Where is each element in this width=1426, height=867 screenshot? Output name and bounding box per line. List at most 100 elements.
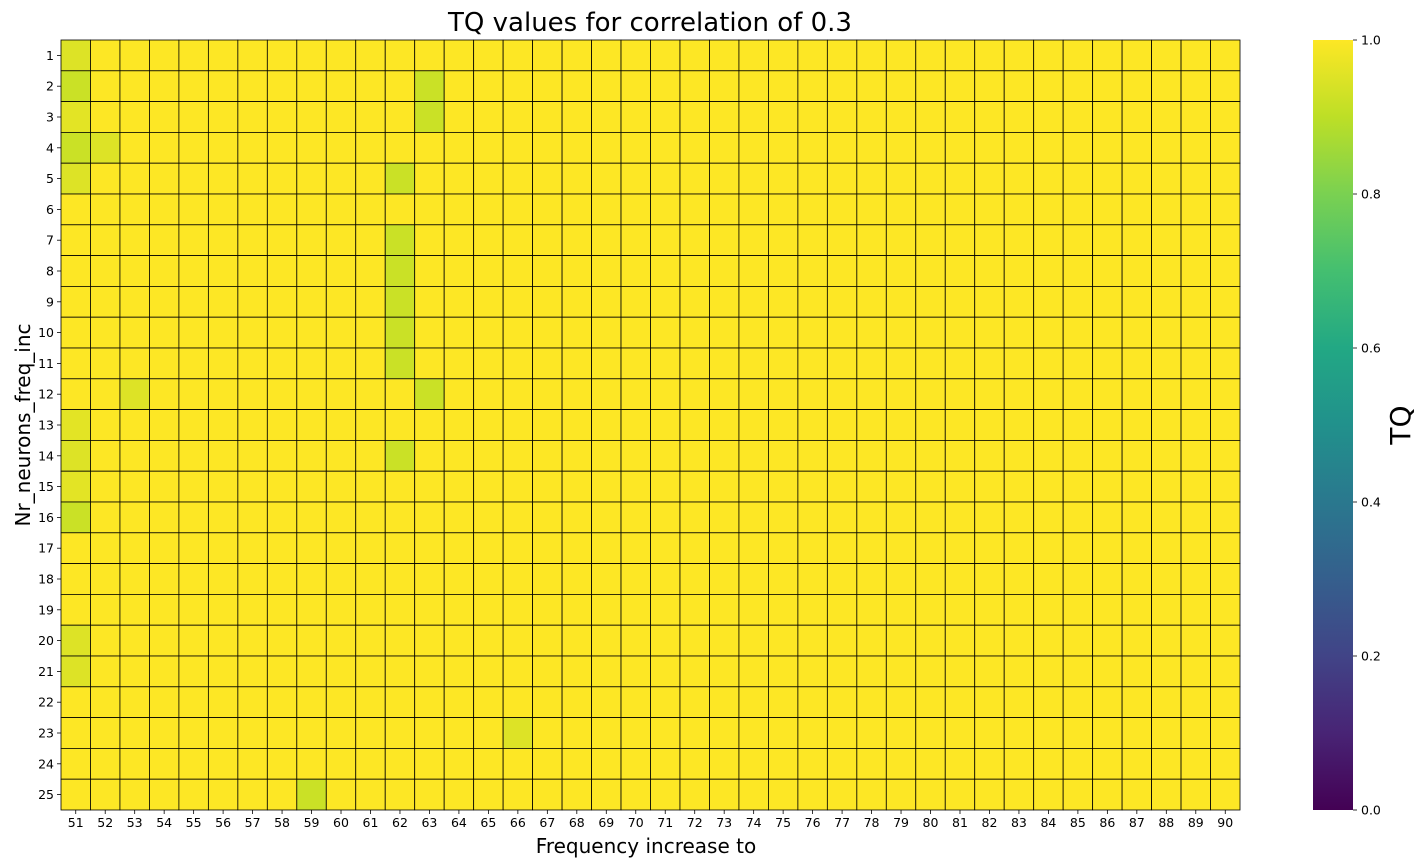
heatmap-cell — [119, 131, 150, 164]
heatmap-cell — [856, 285, 887, 318]
heatmap-cell — [738, 255, 769, 287]
heatmap-cell — [738, 378, 769, 410]
x-tick-label: 80 — [923, 815, 939, 830]
heatmap-cell — [797, 378, 828, 410]
heatmap-cell — [679, 624, 710, 657]
y-tick-label: 22 — [38, 695, 54, 710]
x-tick-label: 84 — [1040, 815, 1056, 830]
heatmap-cell — [266, 101, 298, 133]
heatmap-cell — [1062, 131, 1094, 164]
x-tick-label: 75 — [775, 815, 791, 830]
heatmap-cell — [119, 347, 150, 380]
x-tick-label: 73 — [716, 815, 732, 830]
heatmap-cell — [502, 316, 534, 349]
heatmap-cell — [325, 162, 357, 195]
heatmap-cell — [1180, 470, 1211, 503]
heatmap-cell — [768, 101, 799, 133]
heatmap-cell — [532, 70, 563, 103]
heatmap-cell — [1033, 532, 1064, 564]
heatmap-cell — [1062, 285, 1094, 318]
heatmap-cell — [60, 347, 91, 380]
heatmap-cell — [355, 347, 386, 380]
heatmap-cell — [90, 101, 121, 133]
heatmap-cell — [119, 224, 150, 257]
heatmap-cell — [296, 532, 327, 564]
heatmap-cell — [1003, 131, 1035, 164]
heatmap-cell — [620, 501, 651, 534]
heatmap-cell — [296, 655, 327, 688]
heatmap-cell — [768, 748, 799, 780]
heatmap-cell — [885, 778, 917, 811]
heatmap-cell — [384, 717, 416, 749]
heatmap-cell — [856, 563, 887, 595]
heatmap-cell — [1092, 470, 1123, 503]
heatmap-cell — [885, 316, 917, 349]
heatmap-cell — [60, 748, 91, 780]
heatmap-cell — [1151, 439, 1182, 472]
heatmap-cell — [561, 470, 592, 503]
heatmap-cell — [1062, 70, 1094, 103]
heatmap-cell — [149, 563, 180, 595]
heatmap-cell — [826, 439, 858, 472]
heatmap-cell — [414, 131, 445, 164]
heatmap-cell — [296, 748, 327, 780]
heatmap-cell — [944, 594, 976, 626]
heatmap-cell — [768, 285, 799, 318]
heatmap-cell — [1210, 748, 1241, 780]
heatmap-cell — [974, 532, 1005, 564]
heatmap-cell — [355, 501, 386, 534]
heatmap-cell — [915, 162, 946, 195]
heatmap-cell — [768, 409, 799, 441]
heatmap-cell — [414, 748, 445, 780]
heatmap-cell — [974, 748, 1005, 780]
heatmap-cell — [1121, 224, 1152, 257]
heatmap-cell — [237, 285, 268, 318]
heatmap-cell — [856, 686, 887, 718]
heatmap-cell — [325, 686, 357, 718]
heatmap-cell — [149, 378, 180, 410]
heatmap-cell — [355, 378, 386, 410]
heatmap-cell — [90, 347, 121, 380]
heatmap-cell — [178, 131, 209, 164]
heatmap-cell — [325, 717, 357, 749]
heatmap-cell — [856, 39, 887, 72]
heatmap-cell — [149, 285, 180, 318]
heatmap-cell — [1121, 439, 1152, 472]
heatmap-cell — [296, 409, 327, 441]
heatmap-cell — [915, 255, 946, 287]
heatmap-cell — [620, 439, 651, 472]
heatmap-cell — [325, 285, 357, 318]
heatmap-cell — [119, 686, 150, 718]
heatmap-cell — [473, 686, 504, 718]
heatmap-cell — [1003, 316, 1035, 349]
heatmap-cell — [443, 655, 475, 688]
heatmap-cell — [1033, 255, 1064, 287]
heatmap-cell — [119, 717, 150, 749]
heatmap-cell — [178, 624, 209, 657]
x-tick-label: 57 — [245, 815, 261, 830]
heatmap-cell — [885, 470, 917, 503]
heatmap-cell — [1092, 378, 1123, 410]
heatmap-cell — [473, 563, 504, 595]
heatmap-cell — [296, 778, 327, 811]
heatmap-cell — [296, 255, 327, 287]
heatmap-cell — [384, 439, 416, 472]
colorbar-tick-label: 0.6 — [1361, 341, 1381, 356]
heatmap-cell — [473, 70, 504, 103]
heatmap-cell — [443, 778, 475, 811]
heatmap-cell — [325, 316, 357, 349]
y-axis-label: Nr_neurons_freq_inc — [11, 323, 35, 526]
heatmap-cell — [944, 717, 976, 749]
heatmap-cell — [532, 686, 563, 718]
heatmap-cell — [591, 316, 622, 349]
heatmap-cell — [797, 131, 828, 164]
heatmap-cell — [355, 778, 386, 811]
heatmap-cell — [591, 255, 622, 287]
heatmap-cell — [414, 686, 445, 718]
heatmap-cell — [90, 70, 121, 103]
heatmap-cell — [620, 131, 651, 164]
heatmap-cell — [620, 532, 651, 564]
heatmap-cell — [797, 748, 828, 780]
heatmap-cell — [1151, 778, 1182, 811]
heatmap-cell — [620, 347, 651, 380]
